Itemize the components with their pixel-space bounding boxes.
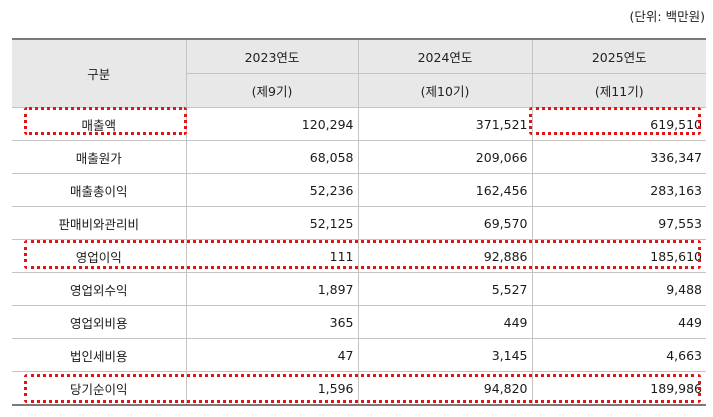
cell-2024: 92,886: [357, 239, 533, 273]
table-row-net-income: 당기순이익 1,596 94,820 189,986: [12, 371, 706, 406]
header-period-10: (제10기): [357, 73, 533, 108]
income-statement-table: 구분 2023연도 2024연도 2025연도 (제9기) (제10기) (제1…: [12, 38, 706, 406]
cell-2025: 336,347: [531, 140, 706, 174]
cell-2025: 283,163: [531, 173, 706, 207]
row-label: 법인세비용: [12, 338, 187, 372]
cell-2023: 365: [185, 305, 359, 339]
cell-2023: 1,897: [185, 272, 359, 306]
cell-2024: 5,527: [357, 272, 533, 306]
header-year-2025: 2025연도: [531, 38, 706, 74]
table-row-non-operating-expense: 영업외비용 365 449 449: [12, 305, 706, 339]
cell-2025: 189,986: [531, 371, 706, 406]
cell-2023: 52,236: [185, 173, 359, 207]
cell-2025: 185,610: [531, 239, 706, 273]
cell-2023: 52,125: [185, 206, 359, 240]
cell-2023: 68,058: [185, 140, 359, 174]
cell-2025: 449: [531, 305, 706, 339]
header-period-9: (제9기): [186, 73, 359, 108]
header-year-2024: 2024연도: [357, 38, 533, 74]
cell-2025: 4,663: [531, 338, 706, 372]
cell-2024: 371,521: [357, 107, 533, 141]
row-label: 매출원가: [12, 140, 187, 174]
cell-2024: 3,145: [357, 338, 533, 372]
unit-note: (단위: 백만원): [629, 9, 705, 24]
row-label: 당기순이익: [12, 371, 187, 406]
row-label: 영업외수익: [12, 272, 187, 306]
row-label: 판매비와관리비: [12, 206, 187, 240]
header-row-years: 구분 2023연도 2024연도 2025연도: [12, 38, 706, 108]
cell-2024: 69,570: [357, 206, 533, 240]
row-label: 영업외비용: [12, 305, 187, 339]
table-row-income-tax: 법인세비용 47 3,145 4,663: [12, 338, 706, 372]
cell-2025: 97,553: [531, 206, 706, 240]
row-label: 매출액: [12, 107, 187, 141]
header-category: 구분: [12, 38, 187, 108]
cell-2025: 619,510: [531, 107, 706, 141]
row-label: 영업이익: [12, 239, 187, 273]
header-period-11: (제11기): [531, 73, 706, 108]
header-year-2023: 2023연도: [185, 38, 359, 74]
table-row-non-operating-income: 영업외수익 1,897 5,527 9,488: [12, 272, 706, 306]
cell-2023: 47: [185, 338, 359, 372]
cell-2024: 209,066: [357, 140, 533, 174]
table-row-gross-profit: 매출총이익 52,236 162,456 283,163: [12, 173, 706, 207]
row-label: 매출총이익: [12, 173, 187, 207]
cell-2025: 9,488: [531, 272, 706, 306]
cell-2024: 94,820: [357, 371, 533, 406]
table-row-cost-of-sales: 매출원가 68,058 209,066 336,347: [12, 140, 706, 174]
table-row-operating-income: 영업이익 111 92,886 185,610: [12, 239, 706, 273]
cell-2023: 111: [185, 239, 359, 273]
table-row-sga: 판매비와관리비 52,125 69,570 97,553: [12, 206, 706, 240]
cell-2024: 449: [357, 305, 533, 339]
table-row-revenue: 매출액 120,294 371,521 619,510: [12, 107, 706, 141]
cell-2023: 120,294: [185, 107, 359, 141]
cell-2024: 162,456: [357, 173, 533, 207]
cell-2023: 1,596: [185, 371, 359, 406]
